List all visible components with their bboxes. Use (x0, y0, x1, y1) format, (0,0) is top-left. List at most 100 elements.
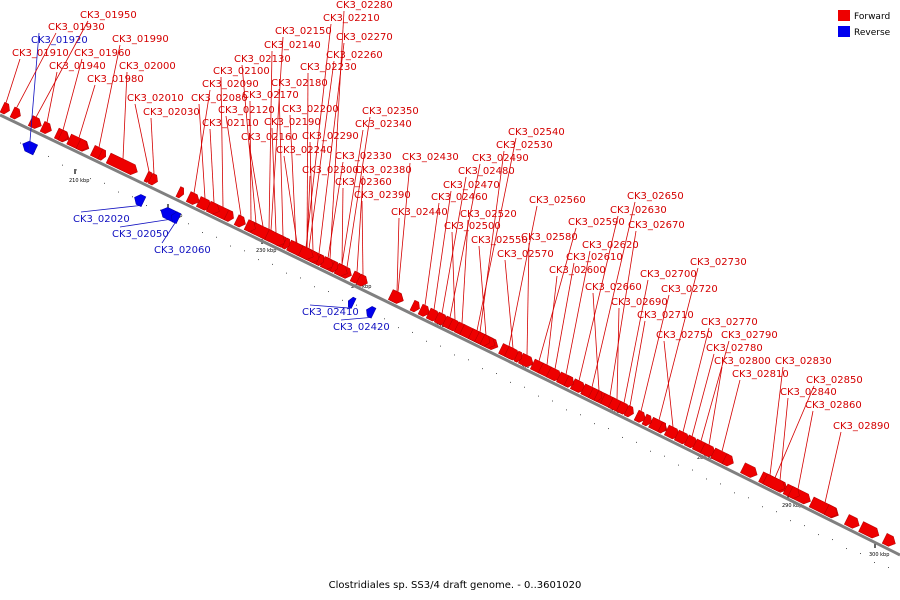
gene-label-ck3-02460: CK3_02460 (431, 192, 488, 203)
gene-arrow-ck3-01930 (9, 106, 21, 120)
legend-forward-swatch (838, 10, 850, 21)
minor-tick (384, 318, 385, 320)
minor-tick (776, 511, 777, 513)
minor-tick (678, 464, 679, 466)
gene-label-ck3-02110: CK3_02110 (202, 118, 259, 129)
leader-line (122, 71, 128, 160)
gene-label-ck3-02380: CK3_02380 (355, 165, 412, 176)
gene-label-ck3-02660: CK3_02660 (585, 282, 642, 293)
minor-tick (510, 381, 511, 383)
scale-label: 300 kbp (869, 552, 889, 558)
gene-arrow-ck3-02580 (517, 352, 534, 368)
gene-arrow-unlabeled (787, 486, 800, 500)
minor-tick (734, 492, 735, 494)
gene-arrow-ck3-02460 (417, 303, 430, 317)
leader-line (441, 176, 467, 314)
gene-label-ck3-01960: CK3_01960 (74, 48, 131, 59)
gene-arrow-unlabeled (223, 209, 234, 222)
leader-line (193, 89, 211, 194)
minor-tick (216, 236, 217, 238)
gene-label-ck3-02270: CK3_02270 (336, 32, 393, 43)
gene-label-ck3-02180: CK3_02180 (271, 78, 328, 89)
leader-line (546, 275, 558, 366)
gene-label-ck3-02350: CK3_02350 (362, 106, 419, 117)
minor-tick (650, 450, 651, 452)
leader-line (538, 227, 577, 362)
leader-line (591, 201, 636, 388)
gene-arrow-unlabeled (563, 375, 574, 388)
leader-line (78, 84, 96, 138)
leader-line (424, 202, 440, 306)
leader-line (479, 150, 505, 333)
gene-arrow-unlabeled (175, 186, 184, 199)
leader-line (824, 431, 842, 503)
leader-line (270, 36, 284, 231)
leader-line (629, 320, 646, 406)
minor-tick (132, 196, 133, 198)
leader-line (341, 129, 364, 265)
gene-arrow-unlabeled (843, 514, 860, 529)
minor-tick (804, 525, 805, 527)
gene-label-ck3-02500: CK3_02500 (444, 221, 501, 232)
gene-arrow-ck3-01920 (22, 140, 39, 156)
gene-label-ck3-02710: CK3_02710 (637, 310, 694, 321)
minor-tick (188, 223, 189, 225)
gene-label-ck3-02100: CK3_02100 (213, 66, 270, 77)
scale-label: 210 kbp (69, 178, 89, 184)
gene-label-ck3-02290: CK3_02290 (302, 131, 359, 142)
minor-tick (258, 259, 259, 261)
minor-tick (356, 304, 357, 306)
minor-tick (426, 340, 427, 342)
gene-label-ck3-02020: CK3_02020 (73, 214, 130, 225)
leader-line (209, 128, 215, 203)
minor-tick (496, 373, 497, 375)
gene-arrow-ck3-02110 (205, 200, 220, 215)
gene-label-ck3-02690: CK3_02690 (611, 297, 668, 308)
minor-tick (328, 291, 329, 293)
gene-label-ck3-02600: CK3_02600 (549, 265, 606, 276)
legend-forward-label: Forward (854, 12, 890, 22)
gene-label-ck3-02840: CK3_02840 (780, 387, 837, 398)
minor-tick (482, 368, 483, 370)
gene-label-ck3-02720: CK3_02720 (661, 284, 718, 295)
minor-tick (412, 331, 413, 333)
legend: Forward Reverse (838, 10, 891, 38)
minor-tick (300, 277, 301, 279)
leader-line (271, 127, 277, 233)
gene-label-ck3-02480: CK3_02480 (458, 166, 515, 177)
gene-arrow-unlabeled (281, 237, 290, 250)
legend-reverse-label: Reverse (854, 28, 891, 38)
leader-line (308, 60, 335, 249)
gene-arrow-unlabeled (329, 260, 338, 273)
gene-arrow-unlabeled (721, 453, 734, 467)
minor-tick (664, 455, 665, 457)
gene-label-ck3-02170: CK3_02170 (242, 90, 299, 101)
scale-label: 230 kbp (256, 248, 276, 254)
gene-arrow-unlabeled (409, 299, 420, 313)
leader-line (305, 23, 332, 248)
leader-line (578, 215, 619, 381)
gene-arrow-unlabeled (740, 462, 758, 478)
minor-tick (636, 441, 637, 443)
minor-tick (342, 299, 343, 301)
gene-label-ck3-02570: CK3_02570 (497, 249, 554, 260)
minor-tick (832, 539, 833, 541)
minor-tick (146, 205, 147, 207)
leader-line (526, 242, 530, 356)
gene-arrow-unlabeled (57, 129, 68, 143)
gene-label-ck3-02580: CK3_02580 (521, 232, 578, 243)
leader-line (508, 205, 538, 347)
leader-line (616, 307, 620, 400)
leader-line (306, 72, 309, 248)
gene-label-ck3-02060: CK3_02060 (154, 245, 211, 256)
gene-arrow-unlabeled (593, 390, 602, 402)
gene-arrow-ck3-02000 (105, 152, 138, 175)
genome-backbone (0, 113, 900, 557)
leader-line (309, 304, 352, 309)
gene-label-ck3-01980: CK3_01980 (87, 74, 144, 85)
gene-arrow-unlabeled (881, 533, 896, 547)
leader-line (700, 340, 730, 442)
leader-line (289, 114, 297, 243)
gene-label-ck3-02560: CK3_02560 (529, 195, 586, 206)
gene-label-ck3-02420: CK3_02420 (333, 322, 390, 333)
